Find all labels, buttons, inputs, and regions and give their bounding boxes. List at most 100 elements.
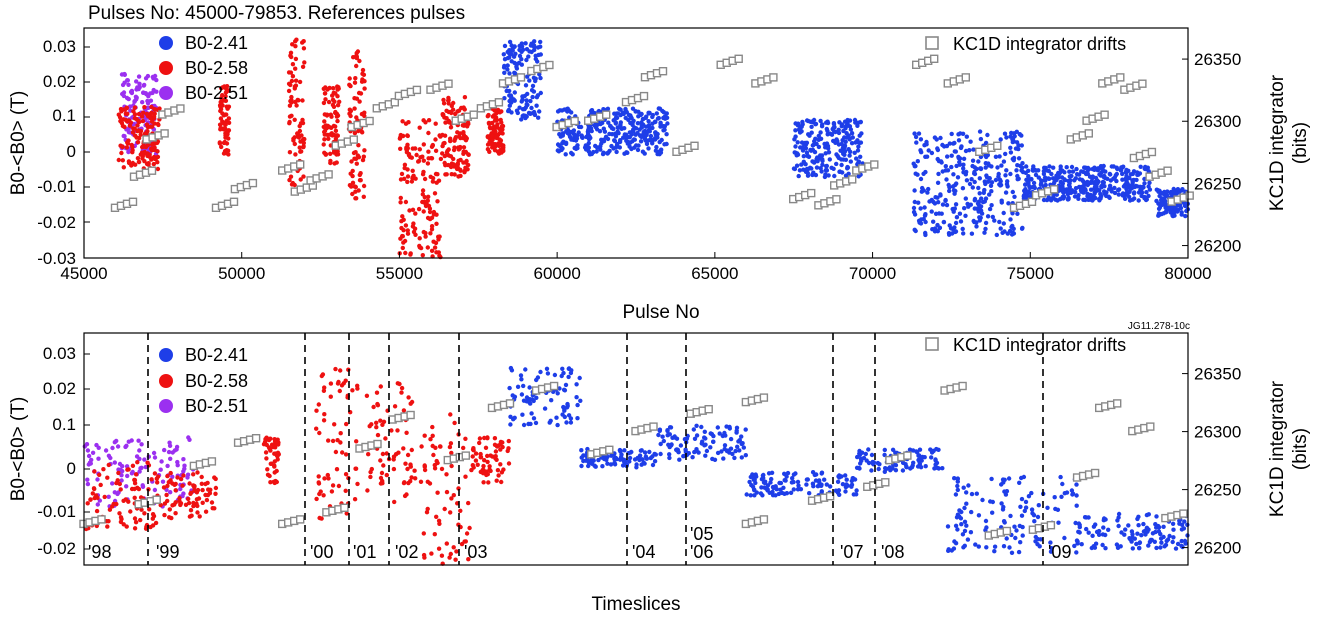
bottom-point-b0-2-41 (563, 382, 569, 388)
bottom-point-b0-2-41 (699, 424, 704, 430)
bottom-point-b0-2-58 (405, 452, 411, 458)
bottom-point-b0-2-41 (627, 459, 632, 464)
bottom-point-b0-2-58 (314, 426, 319, 431)
top-kc1d-point (229, 197, 239, 207)
bottom-point-b0-2-41 (999, 501, 1004, 506)
bottom-point-b0-2-41 (575, 416, 580, 421)
top-point-b0-2-41 (596, 108, 602, 114)
bottom-point-b0-2-58 (272, 470, 277, 475)
bottom-point-b0-2-58 (428, 437, 433, 442)
bottom-point-b0-2-58 (432, 462, 437, 468)
bottom-point-b0-2-41 (951, 546, 957, 551)
top-point-b0-2-58 (121, 165, 127, 170)
top-point-b0-2-41 (1159, 196, 1165, 201)
bottom-point-b0-2-58 (352, 497, 358, 502)
top-point-b0-2-58 (220, 111, 225, 116)
bottom-point-b0-2-41 (1096, 528, 1102, 534)
bottom-point-b0-2-41 (711, 439, 716, 444)
top-point-b0-2-41 (913, 163, 918, 169)
bottom-point-b0-2-41 (1154, 545, 1159, 551)
bottom-point-b0-2-58 (483, 445, 489, 450)
top-point-b0-2-41 (517, 53, 523, 59)
legend-label-b0-258: B0-2.58 (185, 58, 248, 78)
bottom-point-b0-2-58 (395, 428, 400, 433)
top-point-b0-2-41 (918, 206, 923, 211)
top-point-b0-2-58 (435, 172, 440, 177)
bottom-point-b0-2-41 (781, 485, 786, 490)
bottom-point-b0-2-58 (173, 500, 178, 505)
top-point-b0-2-51 (136, 74, 142, 79)
bottom-point-b0-2-41 (789, 480, 795, 485)
top-point-b0-2-58 (358, 171, 363, 176)
top-point-b0-2-41 (522, 93, 527, 99)
top-point-b0-2-41 (594, 123, 600, 128)
bottom-point-b0-2-41 (969, 509, 974, 515)
bottom-point-b0-2-41 (575, 402, 580, 408)
bottom-point-b0-2-41 (721, 456, 726, 461)
top-point-b0-2-58 (397, 136, 403, 141)
top-point-b0-2-41 (501, 52, 506, 57)
top-point-b0-2-58 (322, 137, 327, 142)
bottom-point-b0-2-58 (461, 445, 466, 451)
bottom-point-b0-2-41 (608, 462, 614, 467)
bottom-point-b0-2-41 (554, 415, 559, 420)
bottom-point-b0-2-41 (1182, 519, 1187, 524)
top-point-b0-2-41 (511, 54, 517, 59)
bottom-point-b0-2-41 (579, 463, 584, 469)
top-point-b0-2-58 (441, 97, 446, 103)
bottom-point-b0-2-58 (188, 508, 194, 513)
bottom-point-b0-2-58 (136, 486, 142, 492)
top-point-b0-2-58 (426, 118, 432, 123)
top-point-b0-2-58 (151, 161, 156, 167)
bottom-point-b0-2-41 (1001, 544, 1007, 549)
top-point-b0-2-41 (805, 173, 811, 178)
top-point-b0-2-41 (570, 152, 575, 157)
legend-marker-kc1d (925, 337, 939, 351)
top-point-b0-2-41 (1006, 201, 1011, 206)
top-point-b0-2-58 (493, 144, 498, 149)
top-point-b0-2-58 (348, 108, 354, 114)
bottom-point-b0-2-41 (527, 400, 532, 405)
bottom-point-b0-2-58 (434, 458, 439, 464)
top-point-b0-2-58 (132, 112, 138, 117)
top-point-b0-2-41 (1001, 221, 1006, 226)
top-point-b0-2-58 (357, 58, 362, 64)
legend-marker-b0-241 (159, 36, 173, 50)
bottom-point-b0-2-41 (964, 523, 969, 528)
bottom-point-b0-2-41 (1183, 541, 1188, 546)
bottom-point-b0-2-58 (404, 430, 409, 435)
top-point-b0-2-41 (1016, 156, 1022, 161)
bottom-point-b0-2-51 (85, 477, 90, 482)
top-point-b0-2-41 (797, 168, 803, 173)
bottom-point-b0-2-41 (1129, 539, 1134, 544)
top-point-b0-2-41 (836, 130, 842, 136)
top-kc1d-point (570, 116, 579, 126)
top-kc1d-point (147, 166, 157, 175)
top-point-b0-2-58 (348, 113, 353, 119)
top-point-b0-2-58 (327, 132, 333, 137)
top-point-b0-2-41 (507, 39, 513, 45)
bottom-point-b0-2-58 (335, 381, 341, 386)
bottom-point-b0-2-41 (568, 416, 574, 421)
bottom-point-b0-2-41 (766, 471, 772, 476)
top-point-b0-2-41 (918, 176, 924, 182)
top-point-b0-2-41 (999, 163, 1004, 168)
top-point-b0-2-51 (145, 73, 151, 79)
bottom-point-b0-2-41 (1048, 549, 1054, 554)
bottom-point-b0-2-58 (181, 473, 186, 478)
bottom-point-b0-2-58 (200, 487, 205, 493)
top-point-b0-2-58 (398, 195, 403, 201)
top-point-b0-2-58 (299, 133, 304, 138)
bottom-point-b0-2-58 (496, 473, 501, 478)
bottom-point-b0-2-58 (102, 494, 107, 500)
top-point-b0-2-58 (433, 240, 439, 246)
bottom-point-b0-2-41 (1158, 531, 1163, 537)
bottom-point-b0-2-41 (1129, 529, 1135, 534)
bottom-point-b0-2-51 (114, 438, 119, 444)
bottom-point-b0-2-58 (344, 511, 349, 516)
top-point-b0-2-58 (132, 126, 137, 131)
top-point-b0-2-41 (1003, 151, 1008, 157)
top-point-b0-2-58 (457, 131, 463, 136)
top-point-b0-2-41 (952, 225, 957, 230)
top-point-b0-2-58 (441, 101, 447, 106)
